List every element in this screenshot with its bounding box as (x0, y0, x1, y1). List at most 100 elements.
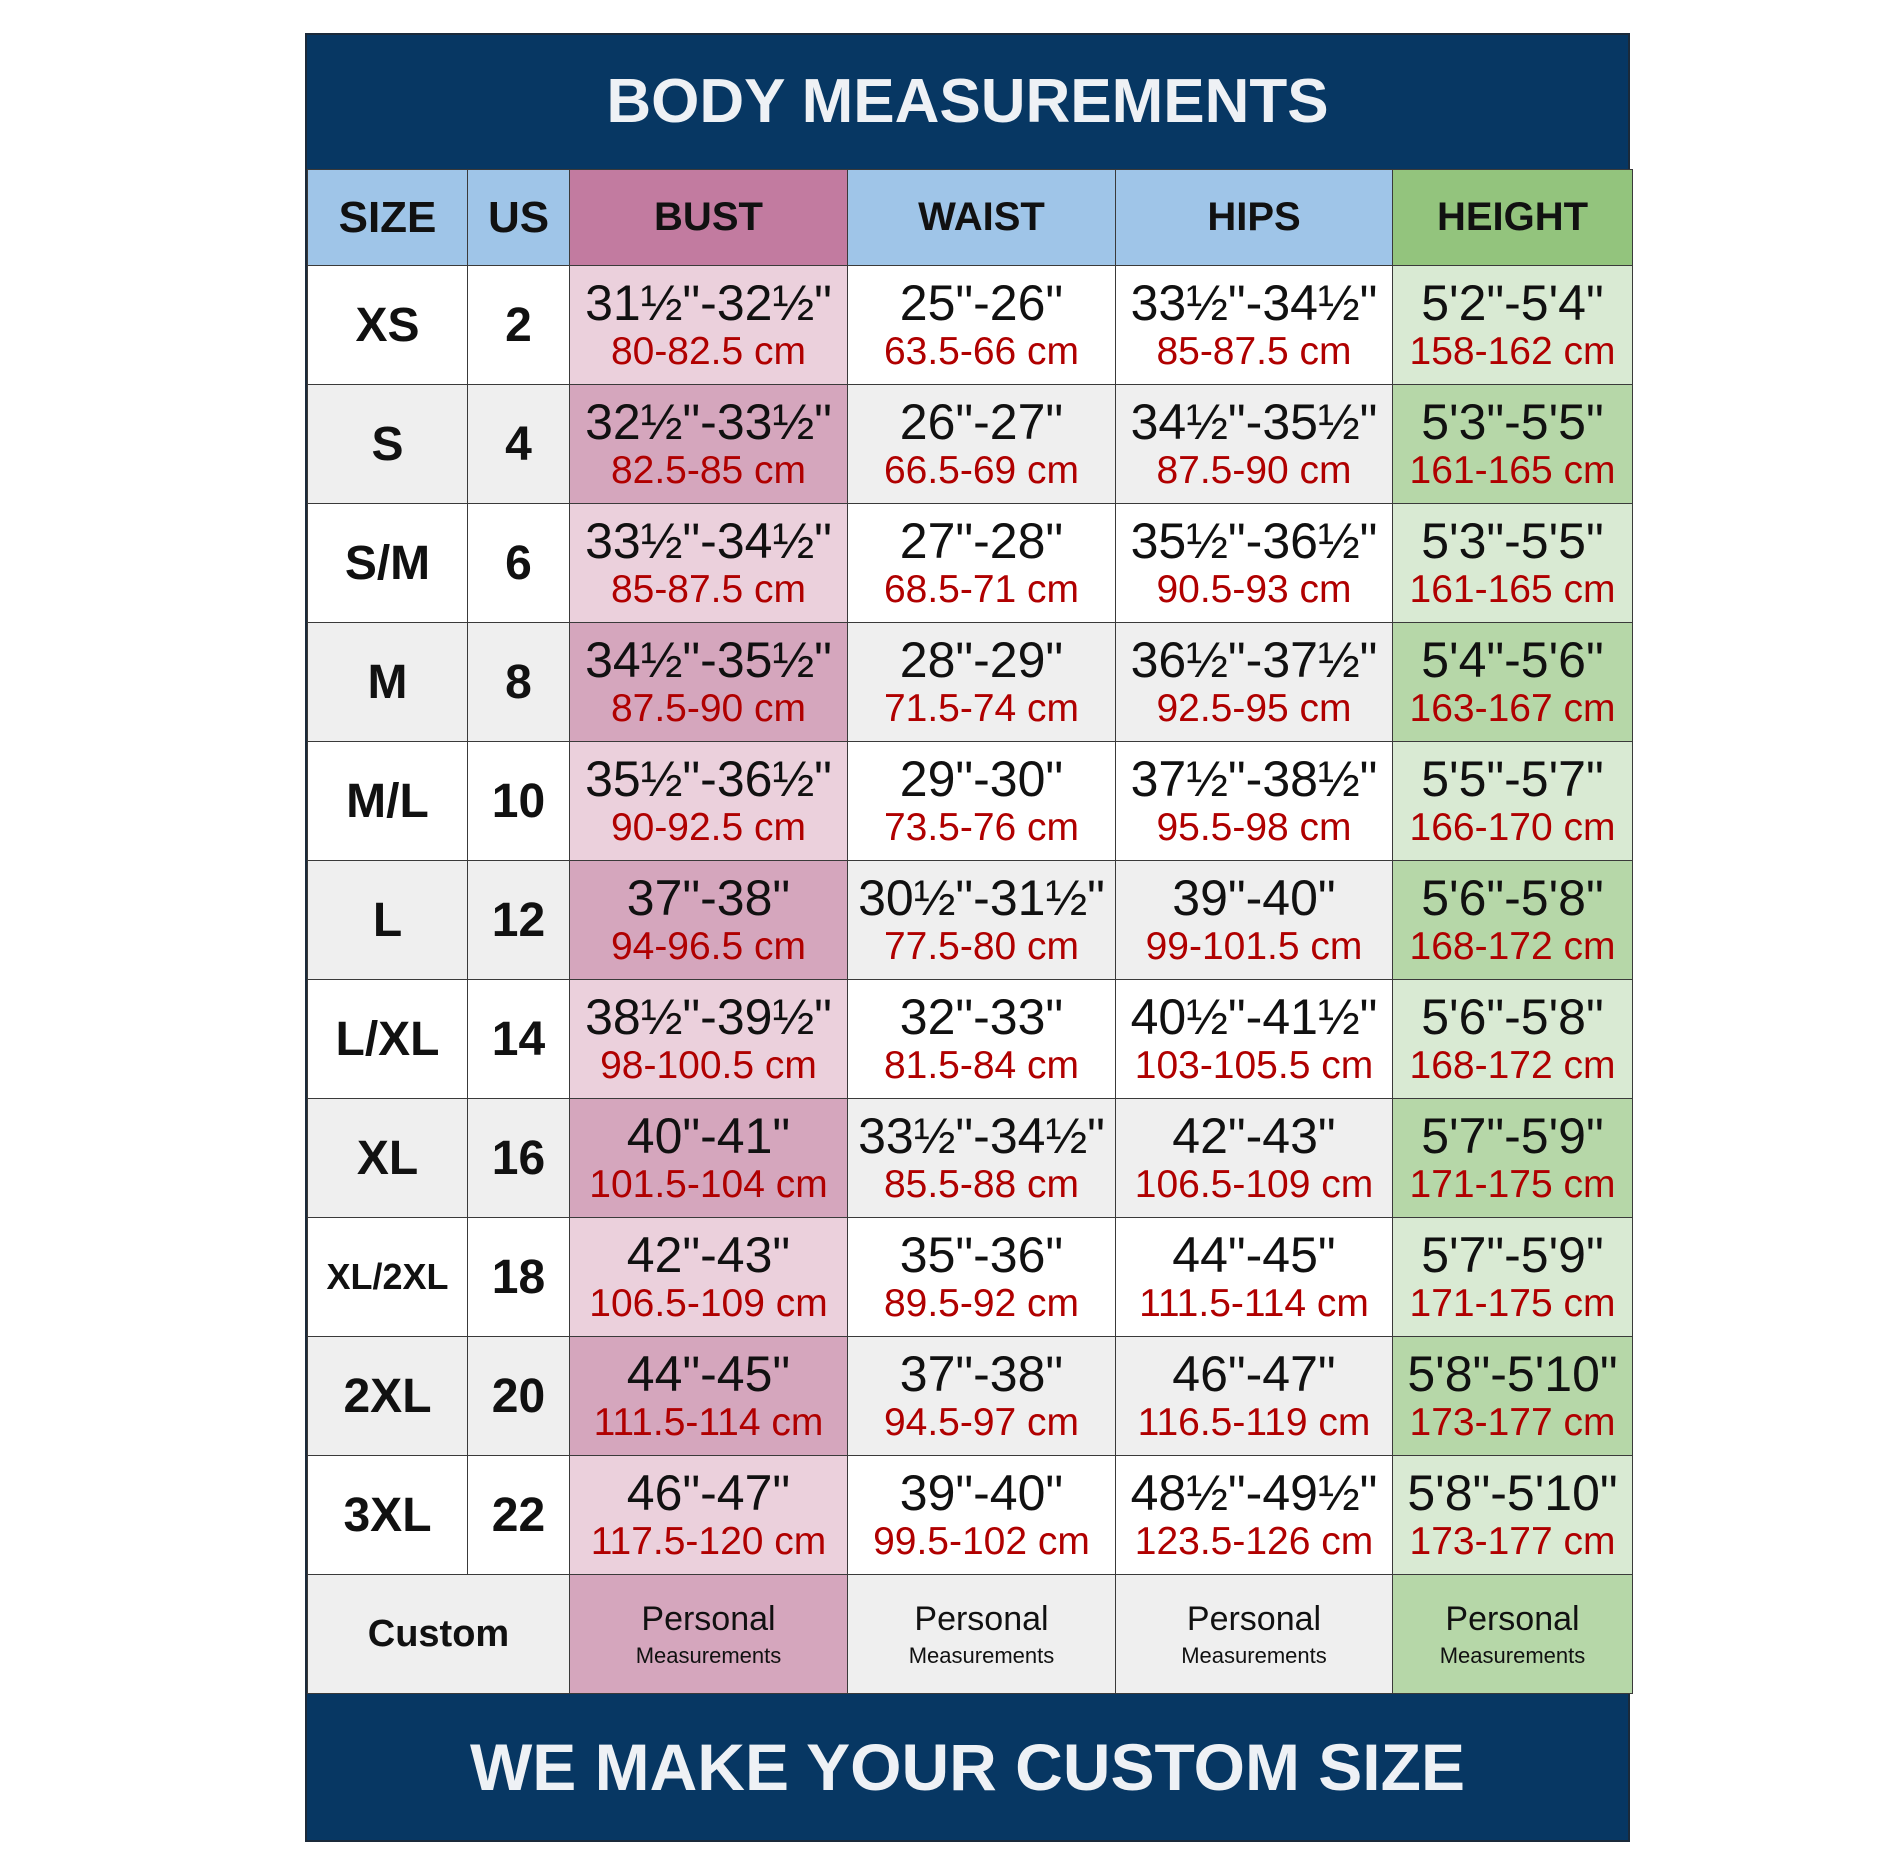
height-metric: 173-177 cm (1409, 1520, 1616, 1563)
header-hips: HIPS (1115, 169, 1393, 266)
us-cell: 6 (467, 503, 570, 623)
hips-imperial: 48½"-49½" (1130, 1465, 1378, 1521)
size-cell: L (307, 860, 468, 980)
height-metric: 161-165 cm (1409, 449, 1616, 492)
height-metric: 168-172 cm (1409, 925, 1616, 968)
bust-cell: 42"-43" 106.5-109 cm (569, 1217, 848, 1337)
size-cell: M (307, 622, 468, 742)
footer-banner: WE MAKE YOUR CUSTOM SIZE (307, 1694, 1628, 1840)
height-cell: 5'7"-5'9" 171-175 cm (1392, 1098, 1633, 1218)
bust-imperial: 37"-38" (626, 870, 791, 926)
waist-imperial: 29"-30" (899, 751, 1064, 807)
height-cell: 5'3"-5'5" 161-165 cm (1392, 503, 1633, 623)
height-metric: 168-172 cm (1409, 1044, 1616, 1087)
hips-cell: 33½"-34½" 85-87.5 cm (1115, 265, 1393, 385)
bust-metric: 85-87.5 cm (610, 568, 807, 611)
size-label: M (367, 655, 408, 709)
bust-imperial: 38½"-39½" (585, 989, 832, 1045)
size-cell: XL/2XL (307, 1217, 468, 1337)
height-imperial: 5'7"-5'9" (1421, 1227, 1604, 1283)
waist-imperial: 39"-40" (899, 1465, 1064, 1521)
bust-cell: 32½"-33½" 82.5-85 cm (569, 384, 848, 504)
height-cell: 5'5"-5'7" 166-170 cm (1392, 741, 1633, 861)
waist-cell: 28"-29" 71.5-74 cm (847, 622, 1116, 742)
hips-imperial: 36½"-37½" (1130, 632, 1378, 688)
hips-cell: 40½"-41½" 103-105.5 cm (1115, 979, 1393, 1099)
table-row: L/XL 14 38½"-39½" 98-100.5 cm 32"-33" 81.5-84… (307, 979, 1633, 1099)
bust-cell: 40"-41" 101.5-104 cm (569, 1098, 848, 1218)
size-label: XL (356, 1131, 419, 1185)
height-imperial: 5'6"-5'8" (1421, 989, 1604, 1045)
height-metric: 171-175 cm (1409, 1282, 1616, 1325)
hips-metric: 92.5-95 cm (1156, 687, 1352, 730)
height-cell: 5'6"-5'8" 168-172 cm (1392, 860, 1633, 980)
bust-metric: 87.5-90 cm (610, 687, 807, 730)
table-row: L 12 37"-38" 94-96.5 cm 30½"-31½" 77.5-80 cm 3… (307, 860, 1633, 980)
waist-cell: 29"-30" 73.5-76 cm (847, 741, 1116, 861)
bust-metric: 117.5-120 cm (590, 1520, 827, 1563)
hips-cell: 42"-43" 106.5-109 cm (1115, 1098, 1393, 1218)
height-metric: 161-165 cm (1409, 568, 1616, 611)
hips-imperial: 37½"-38½" (1130, 751, 1378, 807)
height-cell: 5'4"-5'6" 163-167 cm (1392, 622, 1633, 742)
us-size-label: 22 (491, 1488, 546, 1542)
hips-imperial: 46"-47" (1172, 1346, 1336, 1402)
waist-cell: 26"-27" 66.5-69 cm (847, 384, 1116, 504)
waist-cell: 27"-28" 68.5-71 cm (847, 503, 1116, 623)
height-metric: 173-177 cm (1409, 1401, 1616, 1444)
hips-cell: 36½"-37½" 92.5-95 cm (1115, 622, 1393, 742)
us-cell: 12 (467, 860, 570, 980)
bust-cell: 35½"-36½" 90-92.5 cm (569, 741, 848, 861)
table-row: 3XL 22 46"-47" 117.5-120 cm 39"-40" 99.5-102 … (307, 1455, 1633, 1575)
waist-cell: 30½"-31½" 77.5-80 cm (847, 860, 1116, 980)
waist-cell: 37"-38" 94.5-97 cm (847, 1336, 1116, 1456)
size-label: L/XL (335, 1012, 440, 1066)
us-cell: 10 (467, 741, 570, 861)
measurements-text: Measurements (1181, 1642, 1327, 1668)
waist-cell: 39"-40" 99.5-102 cm (847, 1455, 1116, 1575)
bust-metric: 80-82.5 cm (610, 330, 807, 373)
height-metric: 158-162 cm (1409, 330, 1616, 373)
bust-cell: 44"-45" 111.5-114 cm (569, 1336, 848, 1456)
table-row: XS 2 31½"-32½" 80-82.5 cm 25"-26" 63.5-66 cm 3… (307, 265, 1633, 385)
us-size-label: 2 (505, 298, 532, 352)
us-size-label: 20 (491, 1369, 546, 1423)
waist-metric: 66.5-69 cm (883, 449, 1080, 492)
personal-text: Personal (914, 1599, 1049, 1638)
table-row: XL 16 40"-41" 101.5-104 cm 33½"-34½" 85.5-88 … (307, 1098, 1633, 1218)
hips-cell: 46"-47" 116.5-119 cm (1115, 1336, 1393, 1456)
bust-cell: 33½"-34½" 85-87.5 cm (569, 503, 848, 623)
us-cell: 22 (467, 1455, 570, 1575)
custom-waist-cell: Personal Measurements (847, 1574, 1116, 1694)
bust-imperial: 34½"-35½" (585, 632, 832, 688)
bust-imperial: 40"-41" (626, 1108, 791, 1164)
bust-cell: 46"-47" 117.5-120 cm (569, 1455, 848, 1575)
waist-metric: 73.5-76 cm (883, 806, 1080, 849)
waist-imperial: 33½"-34½" (858, 1108, 1105, 1164)
hips-cell: 39"-40" 99-101.5 cm (1115, 860, 1393, 980)
waist-metric: 85.5-88 cm (883, 1163, 1080, 1206)
size-cell: M/L (307, 741, 468, 861)
table-row: M/L 10 35½"-36½" 90-92.5 cm 29"-30" 73.5-76 c… (307, 741, 1633, 861)
us-size-label: 6 (505, 536, 532, 590)
bust-cell: 38½"-39½" 98-100.5 cm (569, 979, 848, 1099)
waist-imperial: 25"-26" (899, 275, 1064, 331)
height-cell: 5'2"-5'4" 158-162 cm (1392, 265, 1633, 385)
waist-imperial: 26"-27" (899, 394, 1064, 450)
waist-imperial: 35"-36" (899, 1227, 1064, 1283)
waist-imperial: 30½"-31½" (858, 870, 1105, 926)
size-cell: XS (307, 265, 468, 385)
hips-metric: 85-87.5 cm (1156, 330, 1352, 373)
hips-imperial: 44"-45" (1172, 1227, 1336, 1283)
waist-imperial: 32"-33" (899, 989, 1064, 1045)
us-cell: 18 (467, 1217, 570, 1337)
waist-metric: 77.5-80 cm (883, 925, 1080, 968)
us-cell: 20 (467, 1336, 570, 1456)
waist-cell: 32"-33" 81.5-84 cm (847, 979, 1116, 1099)
bust-metric: 94-96.5 cm (610, 925, 807, 968)
waist-metric: 68.5-71 cm (883, 568, 1080, 611)
bust-metric: 82.5-85 cm (610, 449, 807, 492)
hips-metric: 95.5-98 cm (1156, 806, 1352, 849)
us-size-label: 10 (491, 774, 546, 828)
size-label: M/L (346, 774, 429, 828)
